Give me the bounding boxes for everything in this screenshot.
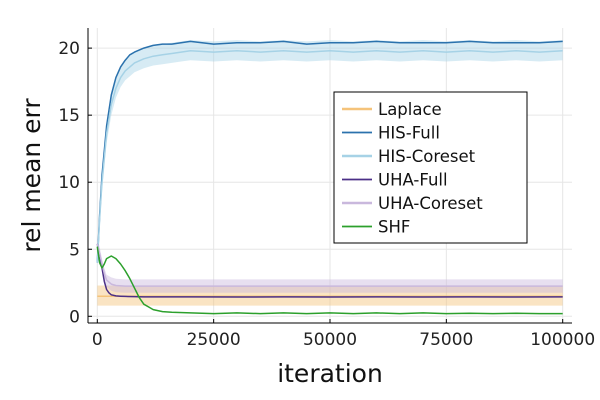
- x-tick-label: 100000: [530, 330, 595, 350]
- legend-entry: HIS-Coreset: [378, 147, 476, 166]
- series-line-his-coreset: [96, 50, 563, 263]
- x-tick-label: 0: [92, 330, 103, 350]
- series-line-his-full: [96, 40, 563, 263]
- legend-entry: UHA-Coreset: [378, 194, 483, 213]
- series-lines: [96, 40, 563, 315]
- y-tick-label: 0: [69, 307, 80, 327]
- y-tick-label: 15: [58, 106, 80, 126]
- series-line-uha-coreset: [96, 243, 563, 287]
- series-line-uha-full: [96, 243, 563, 298]
- x-tick-label: 25000: [187, 330, 241, 350]
- y-tick-label: 20: [58, 39, 80, 59]
- y-tick-label: 10: [58, 173, 80, 193]
- legend: Laplace HIS-Full HIS-Coreset UHA-Full UHA-Co…: [333, 91, 528, 244]
- legend-entry: UHA-Full: [378, 171, 448, 190]
- x-tick-label: 75000: [419, 330, 473, 350]
- tick-labels: 0 25000 50000 75000 100000 0 5 10 15 20: [58, 39, 595, 350]
- series-line-shf: [96, 246, 563, 315]
- y-axis-label: rel mean err: [17, 98, 46, 253]
- x-axis-label: iteration: [277, 359, 383, 388]
- legend-entry: HIS-Full: [378, 124, 440, 143]
- legend-box: [333, 91, 528, 244]
- band-his-coreset: [97, 40, 563, 268]
- legend-entry: Laplace: [378, 100, 442, 119]
- x-tick-label: 50000: [303, 330, 357, 350]
- band-uha-coreset: [97, 238, 563, 293]
- y-tick-label: 5: [69, 240, 80, 260]
- legend-entry: SHF: [378, 218, 410, 237]
